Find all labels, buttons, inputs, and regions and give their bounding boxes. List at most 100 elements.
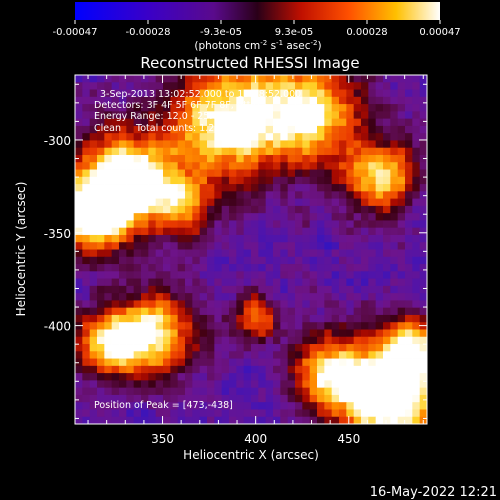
heatmap-cell bbox=[273, 329, 281, 338]
heatmap-cell bbox=[412, 402, 421, 410]
heatmap-cell bbox=[89, 351, 98, 359]
heatmap-cell bbox=[185, 118, 193, 127]
heatmap-cell bbox=[390, 365, 399, 374]
heatmap-cell bbox=[295, 147, 303, 156]
heatmap-cell bbox=[295, 256, 303, 265]
heatmap-cell bbox=[133, 336, 142, 345]
heatmap-cell bbox=[163, 242, 171, 250]
heatmap-cell bbox=[361, 285, 369, 294]
heatmap-cell bbox=[119, 249, 127, 258]
heatmap-cell bbox=[177, 169, 186, 178]
heatmap-cell bbox=[236, 249, 245, 258]
heatmap-cell bbox=[324, 285, 333, 294]
heatmap-cell bbox=[383, 111, 391, 120]
heatmap-cell bbox=[287, 351, 296, 359]
heatmap-cell bbox=[339, 154, 347, 163]
heatmap-cell bbox=[273, 300, 281, 309]
heatmap-cell bbox=[119, 394, 127, 403]
heatmap-cell bbox=[258, 256, 267, 265]
heatmap-cell bbox=[163, 271, 171, 279]
heatmap-cell bbox=[155, 169, 164, 178]
heatmap-cell bbox=[361, 271, 369, 279]
heatmap-cell bbox=[229, 205, 237, 214]
heatmap-cell bbox=[104, 351, 113, 359]
heatmap-cell bbox=[361, 213, 369, 221]
heatmap-cell bbox=[368, 387, 377, 396]
heatmap-cell bbox=[141, 89, 149, 98]
heatmap-cell bbox=[148, 75, 157, 83]
heatmap-cell bbox=[324, 205, 333, 214]
info-energy-range: Energy Range: 12.0 - 25.0 keV bbox=[94, 111, 239, 122]
heatmap-cell bbox=[214, 271, 223, 279]
heatmap-cell bbox=[346, 329, 355, 338]
heatmap-cell bbox=[339, 169, 347, 178]
heatmap-cell bbox=[251, 220, 259, 229]
heatmap-cell bbox=[89, 285, 98, 294]
heatmap-cell bbox=[199, 394, 208, 403]
heatmap-cell bbox=[229, 133, 237, 141]
heatmap-cell bbox=[133, 198, 142, 207]
heatmap-cell bbox=[82, 191, 91, 199]
heatmap-cell bbox=[243, 307, 252, 316]
heatmap-cell bbox=[207, 380, 215, 389]
heatmap-cell bbox=[229, 176, 237, 185]
heatmap-cell bbox=[82, 249, 91, 258]
heatmap-cell bbox=[229, 213, 237, 221]
heatmap-cell bbox=[104, 278, 113, 287]
heatmap-cell bbox=[251, 118, 259, 127]
heatmap-cell bbox=[104, 125, 113, 134]
heatmap-cell bbox=[375, 75, 384, 83]
heatmap-cell bbox=[265, 373, 274, 381]
heatmap-cell bbox=[317, 249, 325, 258]
heatmap-cell bbox=[141, 220, 149, 229]
heatmap-cell bbox=[361, 373, 369, 381]
heatmap-cell bbox=[346, 300, 355, 309]
heatmap-cell bbox=[185, 227, 193, 236]
heatmap-cell bbox=[104, 147, 113, 156]
heatmap-cell bbox=[75, 242, 83, 250]
heatmap-cell bbox=[126, 380, 135, 389]
heatmap-cell bbox=[170, 271, 179, 279]
heatmap-cell bbox=[309, 300, 318, 309]
heatmap-cell bbox=[89, 300, 98, 309]
heatmap-cell bbox=[405, 82, 413, 90]
heatmap-cell bbox=[141, 205, 149, 214]
heatmap-cell bbox=[229, 293, 237, 301]
heatmap-cell bbox=[331, 104, 340, 112]
heatmap-cell bbox=[339, 365, 347, 374]
heatmap-cell bbox=[405, 104, 413, 112]
heatmap-cell bbox=[141, 256, 149, 265]
heatmap-cell bbox=[331, 227, 340, 236]
heatmap-cell bbox=[302, 351, 311, 359]
heatmap-cell bbox=[185, 75, 193, 83]
heatmap-cell bbox=[82, 380, 91, 389]
heatmap-cell bbox=[353, 169, 362, 178]
heatmap-cell bbox=[126, 169, 135, 178]
heatmap-cell bbox=[221, 234, 230, 243]
heatmap-cell bbox=[104, 227, 113, 236]
heatmap-cell bbox=[353, 75, 362, 83]
heatmap-cell bbox=[199, 256, 208, 265]
heatmap-cell bbox=[265, 365, 274, 374]
heatmap-cell bbox=[397, 249, 406, 258]
heatmap-cell bbox=[331, 314, 340, 323]
heatmap-cell bbox=[133, 89, 142, 98]
heatmap-cell bbox=[287, 140, 296, 149]
heatmap-cell bbox=[155, 191, 164, 199]
heatmap-cell bbox=[155, 227, 164, 236]
heatmap-cell bbox=[324, 75, 333, 83]
heatmap-cell bbox=[295, 75, 303, 83]
heatmap-cell bbox=[375, 184, 384, 192]
heatmap-cell bbox=[287, 184, 296, 192]
heatmap-cell bbox=[82, 169, 91, 178]
heatmap-cell bbox=[111, 89, 120, 98]
heatmap-cell bbox=[89, 184, 98, 192]
heatmap-cell bbox=[412, 205, 421, 214]
heatmap-cell bbox=[309, 380, 318, 389]
heatmap-cell bbox=[419, 82, 428, 90]
heatmap-cell bbox=[339, 358, 347, 367]
heatmap-cell bbox=[221, 416, 230, 425]
heatmap-cell bbox=[89, 154, 98, 163]
heatmap-cell bbox=[412, 394, 421, 403]
heatmap-cell bbox=[397, 256, 406, 265]
